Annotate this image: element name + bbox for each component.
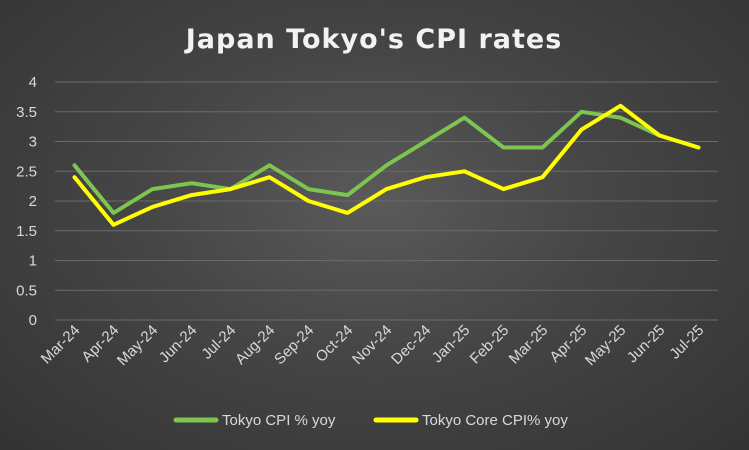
x-axis-tick-labels: Mar-24Apr-24May-24Jun-24Jul-24Aug-24Sep-…	[38, 322, 708, 369]
x-tick-label: Jun-25	[624, 322, 668, 366]
y-tick-label: 3	[29, 134, 37, 151]
x-tick-label: Jul-25	[666, 322, 707, 363]
legend: Tokyo CPI % yoy Tokyo Core CPI% yoy	[173, 412, 568, 429]
y-tick-label: 2	[29, 193, 37, 210]
series-line-tokyo-core-cpi	[72, 103, 701, 227]
x-tick-label: Mar-25	[506, 322, 552, 368]
x-tick-label: Feb-25	[467, 322, 513, 368]
x-tick-label: Jun-24	[156, 322, 200, 366]
y-tick-label: 1	[29, 253, 37, 270]
y-tick-label: 3.5	[16, 104, 37, 121]
x-tick-label: Nov-24	[349, 322, 395, 368]
chart-title: Japan Tokyo's CPI rates	[184, 24, 563, 55]
x-tick-label: Mar-24	[38, 322, 84, 368]
y-axis-tick-labels: 0 0.5 1 1.5 2 2.5 3 3.5 4	[16, 74, 37, 329]
x-tick-label: Dec-24	[388, 322, 434, 368]
y-tick-label: 1.5	[16, 223, 37, 240]
x-tick-label: May-25	[582, 322, 629, 369]
y-tick-label: 0.5	[16, 282, 37, 299]
x-tick-label: Oct-24	[312, 322, 356, 366]
series-line-tokyo-cpi	[72, 109, 701, 215]
x-tick-label: Sep-24	[271, 322, 317, 368]
y-tick-label: 2.5	[16, 163, 37, 180]
legend-label: Tokyo CPI % yoy	[222, 412, 336, 429]
x-tick-label: May-24	[114, 322, 161, 369]
x-tick-label: Aug-24	[232, 322, 278, 368]
y-tick-label: 0	[29, 312, 37, 329]
y-tick-label: 4	[29, 74, 37, 91]
series-lines	[72, 103, 701, 227]
legend-label: Tokyo Core CPI% yoy	[422, 412, 568, 429]
x-tick-label: Jan-25	[429, 322, 473, 366]
